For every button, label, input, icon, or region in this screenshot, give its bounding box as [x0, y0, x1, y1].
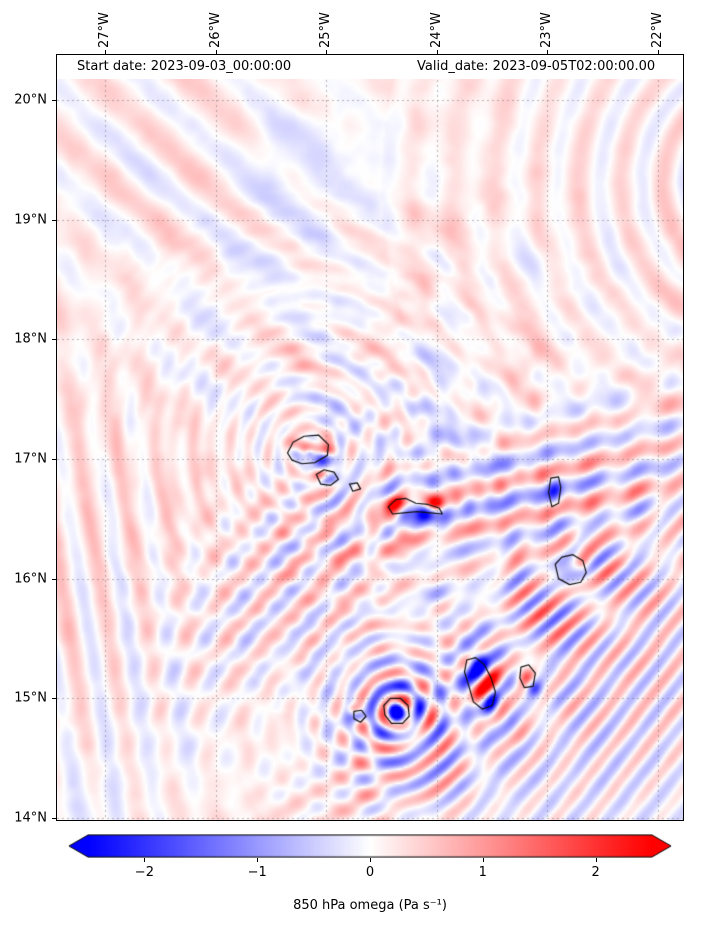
colorbar-tick-label: −1 [247, 865, 267, 880]
lon-tick-mark [105, 50, 106, 54]
map-plot-area: Start date: 2023-09-03_00:00:00 Valid_da… [56, 54, 684, 821]
colorbar-tick-mark [595, 858, 597, 862]
lat-tick-mark [52, 698, 56, 700]
lon-tick-label: 27°W [97, 12, 112, 48]
start-date-label: Start date: 2023-09-03_00:00:00 [77, 59, 292, 74]
lon-tick-label: 22°W [650, 12, 666, 48]
lat-tick-label: 14°N [14, 810, 47, 826]
valid-date-label: Valid_date: 2023-09-05T02:00:00.00 [417, 59, 656, 74]
lon-tick-label: 23°W [539, 12, 555, 48]
colorbar: −2 −1 0 1 2 850 hPa omega (Pa s⁻¹) [68, 834, 672, 934]
lat-tick-label: 15°N [14, 690, 47, 706]
lon-tick-label: 24°W [428, 12, 444, 48]
lon-tick-label: 25°W [318, 12, 334, 48]
lon-tick-mark [658, 50, 660, 54]
lat-tick-mark [52, 817, 56, 819]
lat-tick-mark [52, 458, 56, 460]
lat-tick-label: 19°N [14, 212, 47, 228]
lat-tick-label: 16°N [14, 571, 47, 587]
lon-tick-mark [215, 50, 217, 54]
lon-tick-mark [547, 50, 549, 54]
lat-tick-mark [52, 219, 56, 221]
lat-tick-mark [52, 99, 56, 101]
colorbar-tick-label: 0 [365, 865, 375, 880]
colorbar-label: 850 hPa omega (Pa s⁻¹) [293, 898, 447, 913]
colorbar-tick-label: 2 [591, 865, 600, 880]
lon-tick-label: 26°W [207, 12, 223, 48]
lat-tick-label: 18°N [14, 331, 47, 347]
latitude-axis: 20°N 19°N 18°N 17°N 16°N 15°N 14°N [0, 0, 56, 936]
lon-tick-mark [436, 50, 438, 54]
colorbar-tick-mark [144, 858, 146, 862]
annotation-strip: Start date: 2023-09-03_00:00:00 Valid_da… [57, 55, 683, 79]
lon-tick-mark [326, 50, 328, 54]
lat-tick-mark [52, 339, 56, 341]
longitude-axis: 27°W 26°W 25°W 24°W 23°W 22°W [0, 0, 703, 54]
lat-tick-mark [52, 578, 56, 580]
colorbar-tick-mark [370, 858, 371, 862]
lat-tick-label: 20°N [14, 92, 47, 108]
colorbar-canvas [68, 834, 672, 858]
colorbar-tick-label: −2 [134, 865, 154, 880]
grid-coastline-canvas [57, 55, 683, 820]
lat-tick-label: 17°N [14, 451, 47, 467]
colorbar-tick-label: 1 [478, 865, 487, 880]
colorbar-tick-mark [257, 858, 259, 862]
colorbar-tick-mark [482, 858, 484, 862]
